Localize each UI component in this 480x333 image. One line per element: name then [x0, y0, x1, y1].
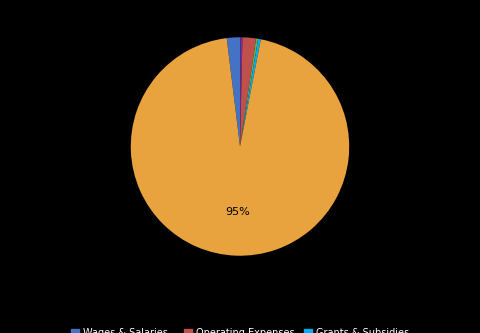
Wedge shape: [131, 38, 349, 256]
Wedge shape: [240, 37, 242, 147]
Text: 95%: 95%: [225, 207, 250, 217]
Wedge shape: [240, 37, 256, 147]
Wedge shape: [240, 39, 258, 147]
Wedge shape: [227, 37, 240, 147]
Wedge shape: [240, 39, 261, 147]
Legend: Wages & Salaries, Employee Benefits, Operating Expenses, Safety Net, Grants & Su: Wages & Salaries, Employee Benefits, Ope…: [68, 325, 412, 333]
